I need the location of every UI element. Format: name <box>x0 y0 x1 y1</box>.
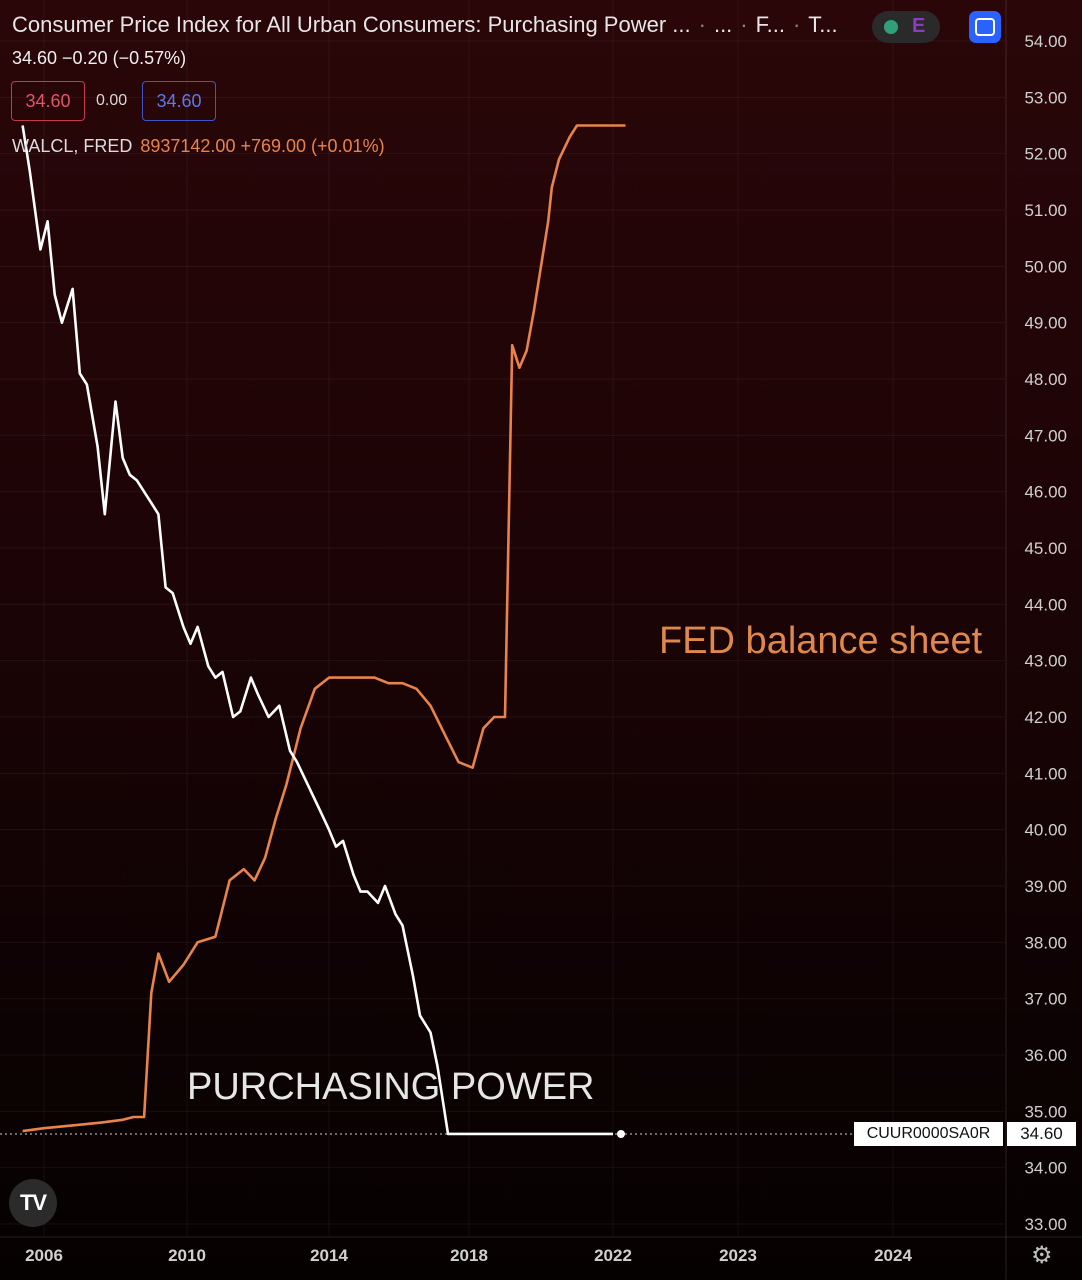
sell-price-button[interactable]: 34.60 <box>11 81 85 121</box>
tradingview-logo-icon[interactable]: TV <box>9 1179 57 1227</box>
buy-price-button[interactable]: 34.60 <box>142 81 216 121</box>
last-point-marker <box>617 1130 625 1138</box>
y-tick-label: 52.00 <box>1024 145 1067 164</box>
y-tick-label: 53.00 <box>1024 88 1067 107</box>
y-tick-label: 38.00 <box>1024 933 1067 952</box>
y-tick-label: 54.00 <box>1024 32 1067 51</box>
last-price-tag: 34.60 <box>1007 1122 1076 1146</box>
x-tick-label: 2018 <box>450 1246 488 1265</box>
y-tick-label: 49.00 <box>1024 314 1067 333</box>
y-tick-label: 51.00 <box>1024 201 1067 220</box>
purchasing-power-annotation: PURCHASING POWER <box>187 1066 595 1108</box>
x-axis: 2006 2010 2014 2018 2022 2023 2024 <box>25 1246 912 1265</box>
walcl-legend-name: WALCL, FRED <box>12 136 133 156</box>
y-tick-label: 43.00 <box>1024 652 1067 671</box>
title-part-3: F... <box>755 12 785 37</box>
market-status-dot-icon <box>884 20 898 34</box>
earnings-badge[interactable]: E <box>912 15 926 37</box>
y-tick-label: 42.00 <box>1024 708 1067 727</box>
fed-balance-sheet-annotation: FED balance sheet <box>659 620 983 662</box>
title-main: Consumer Price Index for All Urban Consu… <box>12 12 691 37</box>
y-tick-label: 39.00 <box>1024 877 1067 896</box>
x-tick-label: 2024 <box>874 1246 912 1265</box>
y-tick-label: 47.00 <box>1024 426 1067 445</box>
status-pill[interactable] <box>872 11 940 43</box>
fullscreen-icon <box>975 18 995 36</box>
x-tick-label: 2010 <box>168 1246 206 1265</box>
y-tick-label: 35.00 <box>1024 1102 1067 1121</box>
x-tick-label: 2022 <box>594 1246 632 1265</box>
walcl-legend-values: 8937142.00 +769.00 (+0.01%) <box>140 136 385 156</box>
title-part-4: T... <box>808 12 838 37</box>
settings-gear-icon[interactable]: ⚙ <box>1031 1242 1053 1269</box>
x-tick-label: 2014 <box>310 1246 348 1265</box>
y-tick-label: 36.00 <box>1024 1046 1067 1065</box>
y-tick-label: 33.00 <box>1024 1215 1067 1234</box>
walcl-legend[interactable]: WALCL, FRED 8937142.00 +769.00 (+0.01%) <box>12 136 385 157</box>
title-part-2: ... <box>713 12 733 37</box>
y-tick-label: 45.00 <box>1024 539 1067 558</box>
y-tick-label: 50.00 <box>1024 257 1067 276</box>
y-tick-label: 34.00 <box>1024 1159 1067 1178</box>
y-tick-label: 46.00 <box>1024 483 1067 502</box>
cpi-series-line[interactable] <box>21 125 613 1136</box>
y-tick-label: 41.00 <box>1024 764 1067 783</box>
price-change-readout: 34.60 −0.20 (−0.57%) <box>12 48 187 68</box>
chart-title[interactable]: Consumer Price Index for All Urban Consu… <box>12 12 838 37</box>
x-tick-label: 2023 <box>719 1246 757 1265</box>
walcl-series-line[interactable] <box>22 124 626 1133</box>
y-tick-label: 48.00 <box>1024 370 1067 389</box>
fullscreen-button[interactable] <box>969 11 1001 43</box>
y-tick-label: 40.00 <box>1024 821 1067 840</box>
x-tick-label: 2006 <box>25 1246 63 1265</box>
y-tick-label: 37.00 <box>1024 990 1067 1009</box>
symbol-price-tag: CUUR0000SA0R <box>854 1122 1003 1146</box>
spread-value: 0.00 <box>96 92 128 109</box>
y-tick-label: 44.00 <box>1024 595 1067 614</box>
y-axis: 54.00 53.00 52.00 51.00 50.00 49.00 48.00 47.00… <box>1024 32 1067 1234</box>
